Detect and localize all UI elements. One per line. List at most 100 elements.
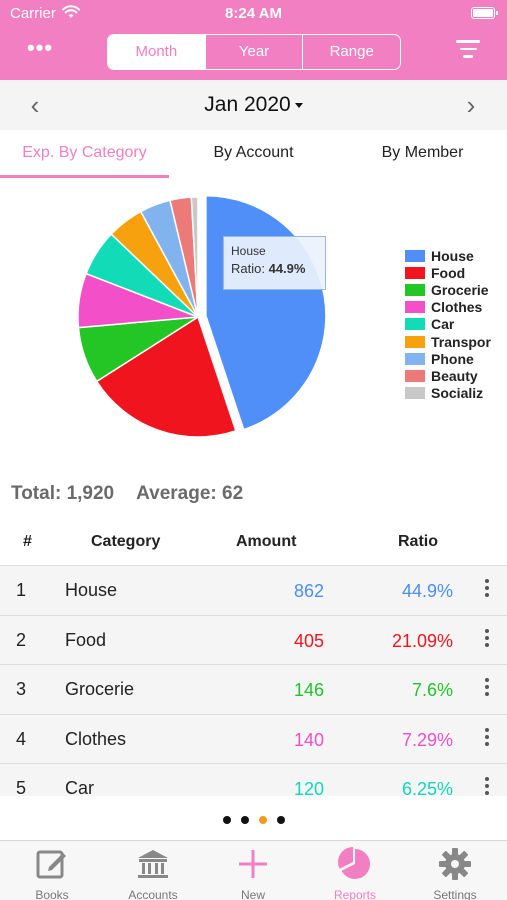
tabbar-settings-label: Settings <box>433 888 477 900</box>
period-segmented-control: Month Year Range <box>107 34 401 70</box>
active-tab-indicator <box>0 175 169 178</box>
legend-label: Clothes <box>431 299 483 316</box>
row-amount: 146 <box>293 680 324 701</box>
legend-item: Beauty <box>405 367 491 384</box>
legend-label: Car <box>431 316 455 333</box>
pie-slice-food[interactable] <box>95 315 237 438</box>
tooltip-ratio: Ratio: 44.9% <box>231 261 306 276</box>
table-row[interactable]: 5 Car 120 6.25% <box>0 764 507 796</box>
filter-icon[interactable] <box>456 40 480 62</box>
tabbar-books[interactable]: Books <box>12 847 92 900</box>
legend-item: Food <box>405 264 491 281</box>
more-vertical-icon[interactable] <box>482 777 492 796</box>
row-category: Grocerie <box>65 679 135 700</box>
tab-by-member[interactable]: By Member <box>381 144 464 161</box>
month-selector: ‹ Jan 2020 › <box>0 80 507 130</box>
caret-down-icon <box>294 102 303 108</box>
legend-label: Grocerie <box>431 281 489 298</box>
next-month-button[interactable]: › <box>466 90 476 120</box>
legend-swatch <box>405 387 425 400</box>
legend-label: House <box>431 247 474 264</box>
row-ratio: 7.29% <box>401 729 453 750</box>
more-button[interactable]: ••• <box>26 35 54 60</box>
legend-item: Clothes <box>405 299 491 316</box>
table-row[interactable]: 4 Clothes 140 7.29% <box>0 715 507 765</box>
page-indicator <box>0 811 507 824</box>
legend-swatch <box>405 352 425 365</box>
totals-summary: Total: 1,920 Average: 62 <box>11 483 243 505</box>
tabbar-accounts[interactable]: Accounts <box>113 847 193 900</box>
pie-chart[interactable] <box>0 180 400 460</box>
month-title-dropdown[interactable]: Jan 2020 <box>0 93 507 117</box>
edit-book-icon <box>36 850 66 879</box>
page-dot[interactable] <box>240 816 249 824</box>
average-value: Average: 62 <box>136 483 244 504</box>
row-number: 3 <box>16 679 27 700</box>
total-value: Total: 1,920 <box>11 483 115 504</box>
legend-label: Beauty <box>431 367 478 384</box>
more-vertical-icon[interactable] <box>482 628 492 651</box>
row-ratio: 21.09% <box>391 630 453 651</box>
month-title: Jan 2020 <box>204 93 291 116</box>
category-pie-chart-area: House Ratio: 44.9% House Food Grocerie Clot… <box>0 180 507 460</box>
gear-icon <box>439 848 471 880</box>
table-header: # Category Amount Ratio <box>0 522 507 566</box>
chart-legend: House Food Grocerie Clothes Car Transpor Phone… <box>405 247 491 402</box>
tabbar-reports-label: Reports <box>333 888 377 900</box>
legend-label: Transpor <box>431 333 491 350</box>
table-row[interactable]: 3 Grocerie 146 7.6% <box>0 665 507 715</box>
page-dot[interactable] <box>222 816 231 824</box>
wifi-icon <box>62 5 80 18</box>
carrier-label: Carrier <box>10 5 56 22</box>
legend-swatch <box>405 266 425 279</box>
legend-item: Grocerie <box>405 281 491 298</box>
table-row[interactable]: 1 House 862 44.9% <box>0 566 507 616</box>
more-vertical-icon[interactable] <box>482 678 492 700</box>
segment-year[interactable]: Year <box>204 35 303 69</box>
page-dot[interactable] <box>276 816 285 824</box>
more-vertical-icon[interactable] <box>482 579 492 601</box>
table-row[interactable]: 2 Food 405 21.09% <box>0 616 507 666</box>
status-bar: Carrier 8:24 AM <box>0 0 507 28</box>
row-amount: 120 <box>293 779 324 796</box>
row-number: 5 <box>16 778 27 796</box>
more-vertical-icon[interactable] <box>482 727 492 750</box>
legend-swatch <box>405 335 425 348</box>
slice-tooltip: House Ratio: 44.9% <box>223 236 326 290</box>
page-dot[interactable] <box>258 816 267 824</box>
row-ratio: 44.9% <box>401 581 453 601</box>
legend-swatch <box>405 301 425 314</box>
legend-swatch <box>405 283 425 296</box>
segment-month[interactable]: Month <box>108 35 205 69</box>
tabbar-new[interactable]: New <box>213 847 293 900</box>
tabbar-settings[interactable]: Settings <box>415 847 495 900</box>
legend-item: Car <box>405 316 491 333</box>
legend-item: Transpor <box>405 333 491 350</box>
row-category: Food <box>65 629 107 650</box>
legend-item: Phone <box>405 350 491 367</box>
tooltip-category: House <box>231 244 266 258</box>
tab-exp-by-category[interactable]: Exp. By Category <box>22 144 147 161</box>
row-category: Car <box>65 778 95 796</box>
pie-slice-socializ[interactable] <box>190 196 199 318</box>
legend-swatch <box>405 369 425 382</box>
category-table: 1 House 862 44.9% 2 Food 405 21.09% 3 Grocerie 146… <box>0 566 507 796</box>
legend-swatch <box>405 318 425 331</box>
bottom-tab-bar: Books Accounts New Reports <box>0 840 507 900</box>
row-amount: 862 <box>293 581 324 601</box>
column-header-num: # <box>23 533 32 550</box>
column-header-category: Category <box>91 533 161 550</box>
clock: 8:24 AM <box>225 5 282 22</box>
row-category: Clothes <box>65 728 127 749</box>
pie-chart-icon <box>338 847 371 879</box>
bank-icon <box>138 850 168 878</box>
row-ratio: 7.6% <box>411 680 453 701</box>
legend-item: House <box>405 247 491 264</box>
battery-icon <box>471 7 498 19</box>
segment-range[interactable]: Range <box>302 35 400 69</box>
previous-month-button[interactable]: ‹ <box>30 90 40 120</box>
legend-swatch <box>405 249 425 262</box>
tabbar-reports[interactable]: Reports <box>315 847 395 900</box>
tab-by-account[interactable]: By Account <box>213 144 294 161</box>
row-amount: 140 <box>293 729 324 750</box>
